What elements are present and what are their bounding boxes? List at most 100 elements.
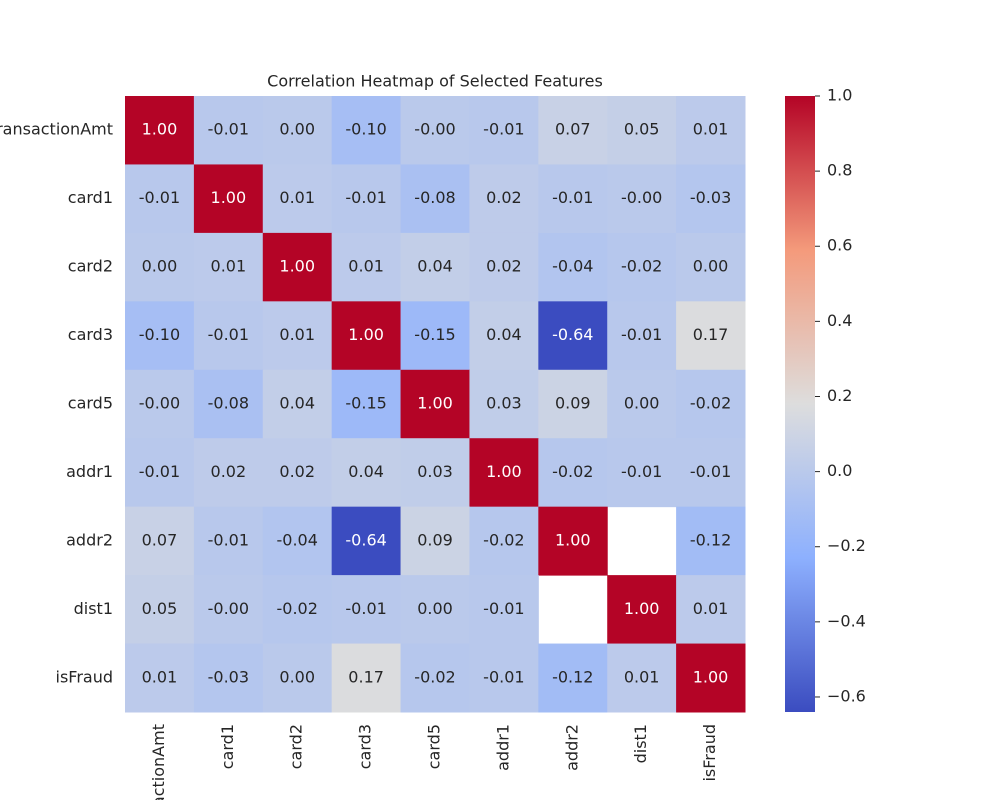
heatmap-cell [607,164,677,234]
heatmap-cell [262,506,333,576]
colorbar-tick-label: 0.0 [827,461,852,480]
colorbar-tick-label: 0.8 [827,161,852,180]
heatmap-cell [469,506,539,576]
x-tick-label: card1 [218,724,237,769]
colorbar-tick-label: 0.4 [827,311,852,330]
y-tick-label: dist1 [74,599,113,618]
x-tick-label: dist1 [631,724,650,763]
heatmap-cell [538,96,608,165]
cell-label: -0.00 [414,120,455,139]
cell-label: 1.00 [211,188,247,207]
heatmap-cell [607,575,677,645]
heatmap-cell [193,369,264,439]
x-tick-label: card3 [356,724,375,769]
heatmap-cell [331,506,402,576]
heatmap-cell [469,643,539,713]
cell-label: 0.00 [279,120,315,139]
colorbar-tick-label: 0.6 [827,236,852,255]
cell-label: -0.01 [621,462,662,481]
heatmap-cell [676,164,746,234]
heatmap-cell [676,232,746,302]
cell-label: 0.04 [486,325,522,344]
cell-label: 0.04 [279,394,315,413]
cell-label: 0.00 [624,394,660,413]
cell-label: 0.05 [624,120,660,139]
cell-label: 0.05 [142,599,178,618]
cell-label: 0.07 [142,530,178,549]
x-tick-label: TransactionAmt [149,724,168,800]
heatmap-cell [607,301,677,371]
heatmap-cell [676,438,746,508]
y-tick-label: card3 [68,325,113,344]
heatmap-cell [400,369,470,439]
heatmap-cell [193,438,264,508]
cell-label: -0.04 [277,530,318,549]
x-tick-label: isFraud [700,724,719,782]
heatmap-cell [262,96,333,165]
cell-label: -0.02 [552,462,593,481]
colorbar [785,96,815,712]
y-tick-label: card5 [68,394,113,413]
heatmap-cell [331,301,402,371]
cell-label: 0.01 [624,667,660,686]
heatmap-cell [331,164,402,234]
cell-label: 0.04 [417,257,453,276]
heatmap-cell [607,643,677,713]
cell-label: -0.01 [483,120,524,139]
heatmap-cell [469,575,539,645]
cell-label: 1.00 [624,599,660,618]
cell-label: 0.01 [279,325,315,344]
heatmap-cell [193,643,264,713]
cell-label: -0.02 [483,530,524,549]
colorbar-tick-label: 0.2 [827,386,852,405]
heatmap-cell [125,369,195,439]
colorbar-tick-label: 1.0 [827,86,852,105]
heatmap-cell [193,232,264,302]
y-tick-label: isFraud [56,667,114,686]
cell-label: -0.01 [208,530,249,549]
cell-label: 0.03 [486,394,522,413]
cell-label: 1.00 [555,530,591,549]
x-tick-label: card5 [425,724,444,769]
cell-label: -0.01 [139,188,180,207]
heatmap-cell [607,369,677,439]
cell-label: -0.01 [345,188,386,207]
y-tick-label: addr1 [66,462,113,481]
heatmap-cell [193,301,264,371]
heatmap-cell [676,301,746,371]
cell-label: 0.07 [555,120,591,139]
x-tick-label: addr1 [493,724,512,771]
cell-label: -0.64 [345,530,386,549]
cell-label: -0.02 [414,667,455,686]
cell-label: -0.00 [139,394,180,413]
heatmap-cell [262,575,333,645]
heatmap-cell [538,438,608,508]
heatmap-cell [125,438,195,508]
heatmap-cell [193,96,264,165]
heatmap-cell [676,506,746,576]
x-tick-label: addr2 [562,724,581,771]
cell-label: 0.01 [279,188,315,207]
heatmap-cell [400,575,470,645]
cell-label: -0.01 [208,325,249,344]
heatmap-cell [125,575,195,645]
cell-label: 1.00 [142,120,178,139]
cell-label: 0.09 [555,394,591,413]
cell-label: -0.03 [690,188,731,207]
cell-label: -0.04 [552,257,593,276]
cell-label: 0.02 [486,188,522,207]
cell-label: 0.01 [142,667,178,686]
heatmap-cell [400,96,470,165]
heatmap-cell [400,438,470,508]
heatmap-cell [125,96,195,165]
cell-label: -0.03 [208,667,249,686]
heatmap-cell [469,96,539,165]
cell-label: 1.00 [348,325,384,344]
cell-label: 0.02 [211,462,247,481]
heatmap-cell [538,643,608,713]
colorbar-tick-label: −0.6 [827,686,866,705]
heatmap-cell [262,369,333,439]
heatmap-cell [331,369,402,439]
cell-label: -0.10 [345,120,386,139]
